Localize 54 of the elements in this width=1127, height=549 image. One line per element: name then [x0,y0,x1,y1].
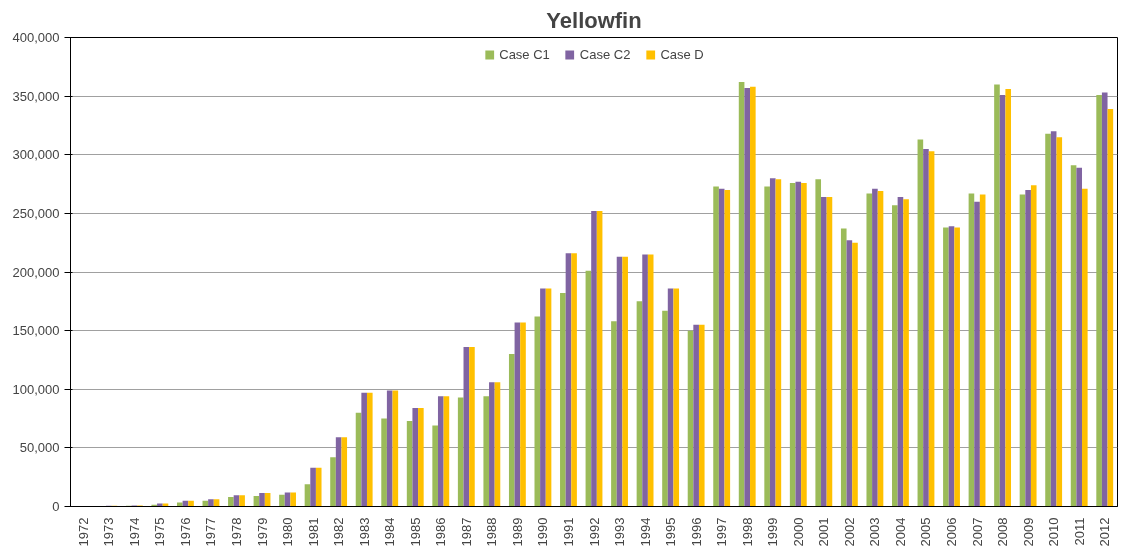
x-tick-label: 2001 [816,517,832,547]
x-tick-label: 2007 [969,517,985,547]
x-tick-label: 1978 [228,517,244,547]
x-tick-label: 1997 [714,517,730,547]
legend-label: Case C1 [499,47,550,62]
x-tick-label: 1992 [586,517,602,547]
x-tick-label: 1994 [637,517,653,547]
y-tick-label: 300,000 [12,147,60,163]
x-tick-label: 1996 [688,517,704,547]
legend-label: Case D [660,47,704,62]
x-tick-label: 1977 [203,517,219,547]
x-tick-label: 1998 [739,517,755,547]
y-tick-label: 150,000 [12,323,60,339]
x-tick-label: 2002 [841,517,857,547]
x-tick-label: 1974 [126,517,142,547]
y-tick-label: 0 [52,499,60,514]
x-tick-label: 1973 [101,517,117,547]
x-tick-label: 2005 [918,517,934,547]
x-tick-label: 1972 [75,517,91,547]
x-tick-label: 1979 [254,517,270,547]
x-tick-label: 1988 [484,517,500,547]
y-tick-label: 250,000 [12,205,60,221]
chart-title: Yellowfin [546,7,642,33]
x-tick-label: 1993 [612,517,628,547]
x-tick-label: 1975 [152,517,168,547]
x-tick-label: 2011 [1071,517,1087,546]
x-tick-label: 1990 [535,517,551,547]
y-tick-label: 350,000 [12,88,60,104]
x-tick-label: 2006 [944,517,960,547]
x-tick-label: 1980 [280,517,296,547]
x-tick-label: 2009 [1020,517,1036,547]
y-tick-label: 100,000 [12,381,60,397]
x-tick-label: 1987 [458,517,474,547]
x-tick-label: 2003 [867,517,883,547]
x-tick-label: 1983 [356,517,372,547]
x-tick-label: 1981 [305,517,321,547]
y-tick-label: 200,000 [12,264,60,280]
x-tick-label: 1989 [509,517,525,547]
x-tick-label: 1985 [407,517,423,547]
x-tick-label: 1976 [177,517,193,547]
x-tick-label: 2010 [1046,517,1062,547]
x-tick-label: 1995 [663,517,679,547]
legend-label: Case C2 [579,47,631,62]
x-tick-label: 1991 [560,517,576,547]
x-tick-label: 1986 [433,517,449,547]
x-tick-label: 1982 [331,517,347,547]
x-tick-label: 2004 [892,517,908,547]
x-tick-label: 2000 [790,517,806,547]
x-tick-label: 1984 [382,517,398,547]
y-tick-label: 50,000 [19,440,60,456]
x-tick-label: 2012 [1097,517,1113,547]
x-tick-label: 2008 [995,517,1011,547]
y-tick-label: 400,000 [12,30,60,45]
x-tick-label: 1999 [765,517,781,547]
